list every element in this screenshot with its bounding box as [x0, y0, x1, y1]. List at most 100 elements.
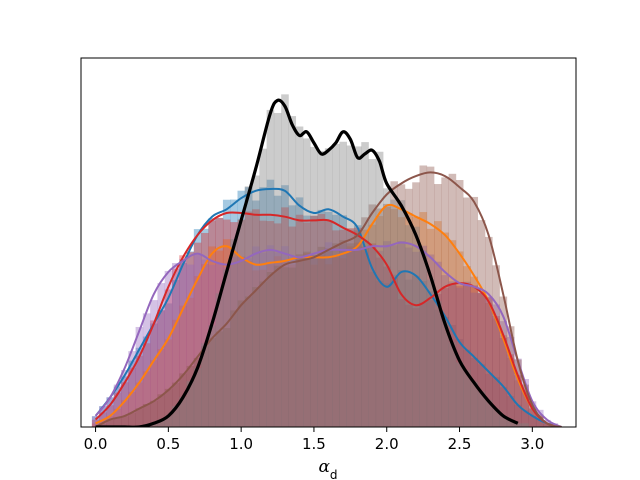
x-axis-label: αd	[318, 457, 337, 480]
hist-bar	[164, 303, 173, 427]
hist-bar	[150, 423, 158, 427]
hist-bar	[390, 199, 398, 427]
hist-bar	[99, 406, 107, 427]
hist-bar	[310, 254, 318, 427]
hist-bar	[339, 141, 347, 427]
hist-bar	[324, 211, 333, 427]
hist-bar	[477, 292, 486, 427]
hist-bar	[492, 408, 500, 427]
hist-bar	[106, 397, 115, 427]
hist-bar	[295, 214, 304, 427]
hist-bar	[375, 208, 384, 427]
hist-bar	[288, 264, 297, 427]
hist-bar	[324, 220, 333, 427]
hist-bar	[426, 254, 435, 427]
x-tick-label: 2.5	[448, 435, 472, 453]
hist-bar	[99, 406, 107, 427]
hist-bar	[317, 214, 326, 427]
hist-bar	[499, 337, 508, 427]
hist-bar	[470, 357, 479, 427]
hist-bar	[193, 276, 202, 427]
hist-bar	[455, 285, 464, 427]
hist-bar	[193, 229, 202, 427]
hist-bar	[361, 142, 369, 427]
hist-bar	[230, 256, 238, 427]
hist-bar	[535, 416, 544, 427]
hist-bar	[215, 331, 224, 427]
hist-bar	[397, 241, 406, 427]
hist-bar	[499, 321, 508, 427]
hist-bar	[485, 296, 493, 427]
density-curve	[95, 171, 562, 427]
hist-bar	[397, 270, 406, 427]
hist-bar	[295, 197, 304, 427]
hist-bar	[106, 419, 115, 427]
hist-bar	[470, 196, 479, 427]
hist-bar	[281, 185, 289, 427]
hist-bar	[521, 410, 529, 427]
hist-bar	[215, 263, 224, 427]
hist-bar	[150, 360, 158, 427]
hist-bar	[186, 252, 195, 427]
x-tick-label: 1.0	[229, 435, 253, 453]
hist-bar	[397, 184, 406, 427]
hist-bar	[361, 251, 369, 427]
x-tick-label: 2.0	[375, 435, 399, 453]
hist-bar	[113, 386, 122, 427]
hist-bar	[426, 279, 435, 427]
hist-bar	[441, 275, 449, 427]
hist-bar	[128, 412, 136, 427]
hist-bar	[222, 267, 231, 427]
hist-bar	[506, 357, 515, 427]
hist-bar	[244, 260, 253, 427]
hist-bar	[128, 367, 136, 427]
hist-bar	[528, 401, 537, 427]
hist-bar	[201, 228, 209, 427]
hist-bar	[215, 217, 224, 427]
hist-bar	[303, 254, 311, 427]
hist-bar	[164, 289, 173, 427]
hist-bar	[521, 392, 529, 427]
hist-bar	[324, 242, 333, 427]
hist-bar	[259, 148, 267, 427]
hist-bar	[419, 280, 428, 427]
hist-bar	[383, 283, 391, 427]
hist-bar	[455, 362, 464, 427]
hist-bar	[230, 310, 238, 427]
hist-bar	[150, 323, 158, 427]
hist-bar	[266, 245, 275, 427]
hist-bar	[230, 222, 238, 427]
hist-bar	[186, 264, 195, 427]
hist-bar	[448, 240, 457, 427]
hist-bar	[237, 219, 246, 427]
hist-bar	[244, 296, 253, 427]
hist-bar	[361, 229, 369, 427]
hist-bar	[186, 381, 195, 427]
hist-bar	[346, 247, 355, 427]
hist-bar	[426, 291, 435, 427]
hist-bar	[419, 165, 428, 427]
hist-bar	[339, 215, 347, 427]
hist-bar	[506, 326, 515, 427]
hist-bar	[128, 351, 136, 427]
hist-bar	[157, 310, 166, 427]
hist-bar	[383, 266, 391, 427]
hist-bar	[135, 347, 144, 427]
hist-bar	[244, 187, 253, 427]
hist-bar	[252, 200, 260, 427]
hist-bar	[412, 308, 420, 427]
hist-bar	[266, 221, 275, 427]
hist-bar	[273, 195, 282, 427]
hist-bar	[266, 264, 275, 427]
hist-bar	[317, 150, 326, 427]
hist-bar	[361, 217, 369, 427]
hist-bar	[310, 264, 318, 427]
hist-bar	[426, 300, 435, 427]
hist-bar	[171, 280, 180, 427]
hist-bar	[106, 416, 115, 427]
hist-bar	[339, 229, 347, 427]
hist-bar	[317, 255, 326, 427]
density-curve-black	[95, 98, 519, 427]
hist-bar	[368, 159, 377, 427]
